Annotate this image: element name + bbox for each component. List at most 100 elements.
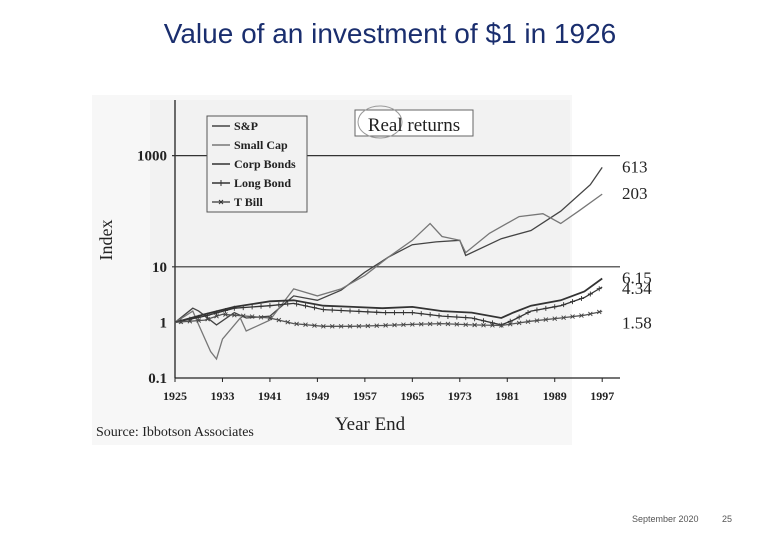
tbill-marker	[543, 317, 549, 322]
long-bond-marker	[472, 316, 478, 322]
tbill-marker	[507, 321, 513, 327]
tbill-marker	[329, 324, 335, 329]
end-label-6.15: 6.15	[622, 269, 652, 288]
tbill-marker	[490, 323, 495, 328]
long-bond-marker	[231, 305, 237, 311]
tbill-marker	[445, 321, 451, 327]
y-tick-label: 10	[152, 260, 167, 276]
long-bond-marker	[392, 310, 398, 316]
tbill-marker	[258, 314, 264, 320]
tbill-marker	[365, 323, 371, 329]
long-bond-marker	[356, 308, 362, 314]
long-bond-marker	[374, 309, 380, 315]
x-tick-label: 1949	[305, 389, 329, 403]
tbill-marker	[552, 316, 558, 321]
tbill-marker	[481, 322, 486, 328]
long-bond-marker	[427, 312, 433, 318]
long-bond-marker	[570, 299, 576, 305]
tbill-marker	[516, 320, 522, 326]
long-bond-marker	[525, 310, 531, 316]
long-bond-marker	[534, 307, 540, 313]
long-bond-marker	[294, 301, 300, 307]
tbill-marker	[232, 312, 237, 318]
tbill-marker	[214, 313, 219, 319]
badge-label: Real returns	[368, 115, 460, 136]
y-tick-label: 1	[160, 315, 168, 331]
long-bond-marker	[552, 304, 558, 310]
long-bond-marker	[338, 307, 344, 313]
long-bond-marker	[214, 310, 220, 316]
long-bond-marker	[258, 303, 264, 309]
end-label-4.34: 4.34	[622, 279, 652, 298]
tbill-marker	[356, 323, 362, 329]
page-number: 25	[722, 514, 733, 524]
tbill-marker	[267, 315, 273, 321]
long-bond-marker	[205, 312, 211, 318]
tbill-marker	[383, 323, 388, 328]
long-bond-marker	[222, 308, 228, 314]
tbill-marker	[205, 316, 210, 322]
series-line-corp-bonds	[174, 277, 603, 324]
legend-label: S&P	[234, 119, 258, 133]
legend-marker	[218, 199, 224, 205]
tbill-marker	[178, 319, 184, 325]
long-bond-marker	[516, 314, 522, 320]
long-bond-marker	[481, 318, 487, 324]
x-tick-label: 1989	[543, 389, 567, 403]
legend-label: T Bill	[234, 195, 263, 209]
badge-box	[354, 109, 474, 137]
tbill-marker	[294, 321, 299, 327]
long-bond-marker	[445, 313, 451, 319]
y-tick-label: 0.1	[148, 371, 167, 387]
y-axis-title: Index	[96, 220, 116, 261]
x-tick-label: 1933	[210, 389, 234, 403]
x-tick-label: 1997	[590, 389, 614, 403]
long-bond-marker	[303, 303, 309, 309]
tbill-marker	[596, 309, 602, 315]
tbill-marker	[374, 323, 380, 328]
tbill-marker	[427, 321, 433, 327]
tbill-marker	[410, 322, 415, 327]
end-label-613: 613	[622, 157, 648, 176]
long-bond-marker	[463, 315, 469, 321]
tbill-marker	[338, 324, 344, 329]
tbill-marker	[285, 319, 291, 325]
x-tick-label: 1941	[258, 389, 282, 403]
tbill-marker	[525, 319, 531, 324]
tbill-marker	[579, 313, 584, 318]
series-line-s-p	[174, 167, 603, 326]
source-note: Source: Ibbotson Associates	[96, 425, 254, 440]
long-bond-marker	[561, 302, 567, 308]
x-tick-label: 1965	[400, 389, 424, 403]
long-bond-marker	[329, 307, 335, 313]
tbill-marker	[196, 318, 202, 323]
tbill-marker	[588, 311, 593, 317]
y-tick-label: 1000	[137, 149, 167, 165]
long-bond-marker	[311, 305, 317, 311]
x-tick-label: 1981	[495, 389, 519, 403]
badge-swirl	[357, 105, 403, 139]
tbill-marker	[454, 321, 460, 327]
series-line-t-bill	[174, 310, 603, 327]
tbill-marker	[303, 322, 308, 328]
tbill-marker	[401, 322, 406, 328]
long-bond-marker	[409, 310, 415, 316]
tbill-marker	[249, 314, 255, 319]
long-bond-marker	[267, 303, 273, 309]
long-bond-marker	[249, 304, 255, 310]
tbill-marker	[534, 318, 540, 323]
long-bond-marker	[383, 310, 389, 316]
tbill-marker	[276, 317, 282, 323]
end-label-203: 203	[622, 184, 648, 203]
tbill-marker	[418, 321, 424, 327]
long-bond-marker	[400, 310, 406, 316]
long-bond-marker	[196, 314, 202, 320]
x-axis-title: Year End	[335, 414, 406, 435]
long-bond-marker	[240, 305, 246, 311]
tbill-marker	[561, 315, 566, 320]
legend-label: Long Bond	[234, 176, 291, 190]
footer-date: September 2020	[632, 514, 699, 524]
long-bond-marker	[418, 311, 424, 317]
long-bond-marker	[365, 309, 371, 315]
long-bond-marker	[285, 301, 291, 307]
